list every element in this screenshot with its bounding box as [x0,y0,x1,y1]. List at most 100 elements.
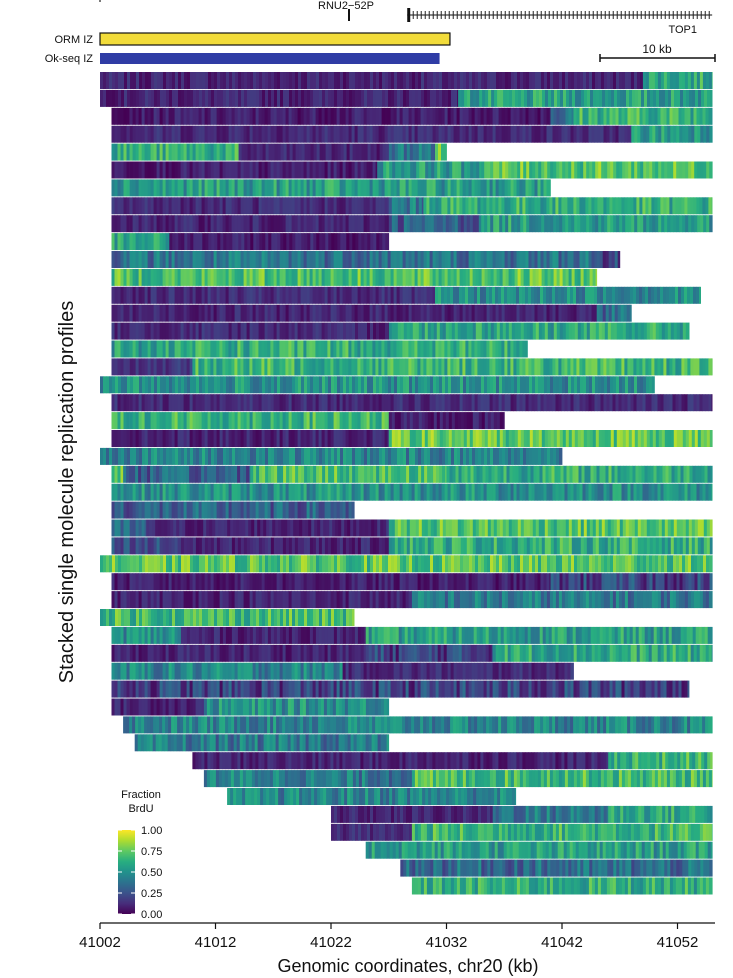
brdu-bin [201,322,205,340]
brdu-bin [168,483,172,501]
brdu-bin [316,233,320,251]
brdu-bin [549,358,553,376]
brdu-bin [327,322,331,340]
brdu-bin [126,268,130,286]
brdu-bin [277,143,281,161]
brdu-bin [252,501,256,519]
brdu-bin [205,376,209,394]
brdu-bin [192,465,196,483]
brdu-bin [118,376,122,394]
brdu-bin [436,430,441,447]
brdu-bin [213,340,217,358]
brdu-bin [579,394,583,412]
brdu-bin [192,251,196,268]
brdu-bin [189,161,193,179]
brdu-bin [537,125,541,143]
brdu-bin [322,233,326,251]
brdu-bin [562,519,567,537]
brdu-bin [400,412,405,430]
brdu-bin [527,465,531,483]
brdu-bin [169,376,173,394]
brdu-bin [279,197,283,215]
brdu-bin [660,358,664,376]
brdu-bin [265,72,269,89]
brdu-bin [480,179,484,197]
brdu-bin [576,107,580,125]
brdu-bin [268,72,272,89]
brdu-bin [469,537,474,555]
brdu-bin [561,197,565,215]
brdu-bin [396,483,400,501]
brdu-bin [435,179,439,197]
brdu-bin [529,537,534,555]
brdu-bin [667,430,672,447]
brdu-bin [577,322,582,340]
brdu-bin [421,376,425,394]
brdu-bin [222,215,226,233]
top1-gene-track [407,8,713,22]
brdu-bin [227,519,231,537]
brdu-bin [330,412,334,430]
brdu-bin [258,340,262,358]
orm-iz-bar [99,32,451,46]
brdu-bin [451,376,455,394]
brdu-bin [195,143,199,161]
brdu-bin [366,430,370,447]
brdu-bin [228,358,232,376]
brdu-bin [168,107,172,125]
brdu-bin [429,268,433,286]
brdu-bin [351,286,355,304]
brdu-bin [426,251,430,268]
brdu-bin [192,412,196,430]
brdu-bin [480,358,484,376]
brdu-bin [375,483,379,501]
brdu-bin [586,430,591,447]
brdu-bin [577,268,581,286]
brdu-bin [225,197,229,215]
brdu-bin [574,519,579,537]
brdu-bin [150,179,154,197]
brdu-bin [643,322,648,340]
brdu-bin [207,322,211,340]
brdu-bin [180,412,184,430]
brdu-bin [282,394,286,412]
brdu-bin [338,519,342,537]
brdu-bin [489,179,493,197]
brdu-bin [532,161,536,179]
brdu-bin [615,125,619,143]
brdu-bin [240,430,244,447]
brdu-bin [534,286,538,304]
brdu-bin [258,430,262,447]
brdu-bin [100,72,104,89]
brdu-bin [135,125,139,143]
brdu-bin [670,430,675,447]
brdu-bin [159,107,163,125]
brdu-bin [291,179,295,197]
brdu-bin [318,537,323,555]
okseq-iz-label: Ok-seq IZ [45,53,94,65]
brdu-bin [306,268,310,286]
brdu-bin [630,286,634,304]
brdu-bin [153,143,157,161]
brdu-bin [147,322,151,340]
brdu-bin [612,483,616,501]
brdu-bin [202,376,206,394]
brdu-bin [523,215,527,233]
brdu-bin [629,89,633,107]
brdu-bin [276,304,280,322]
brdu-bin [403,465,407,483]
brdu-bin [492,483,496,501]
brdu-bin [225,143,229,161]
brdu-bin [213,251,217,268]
brdu-bin [126,519,130,537]
brdu-bin [475,447,479,465]
brdu-bin [684,197,688,215]
brdu-bin [405,125,409,143]
brdu-bin [336,537,341,555]
brdu-bin [648,72,653,89]
brdu-bin [115,447,119,465]
brdu-bin [539,89,543,107]
brdu-bin [330,537,335,555]
brdu-bin [408,179,412,197]
brdu-bin [429,197,433,215]
